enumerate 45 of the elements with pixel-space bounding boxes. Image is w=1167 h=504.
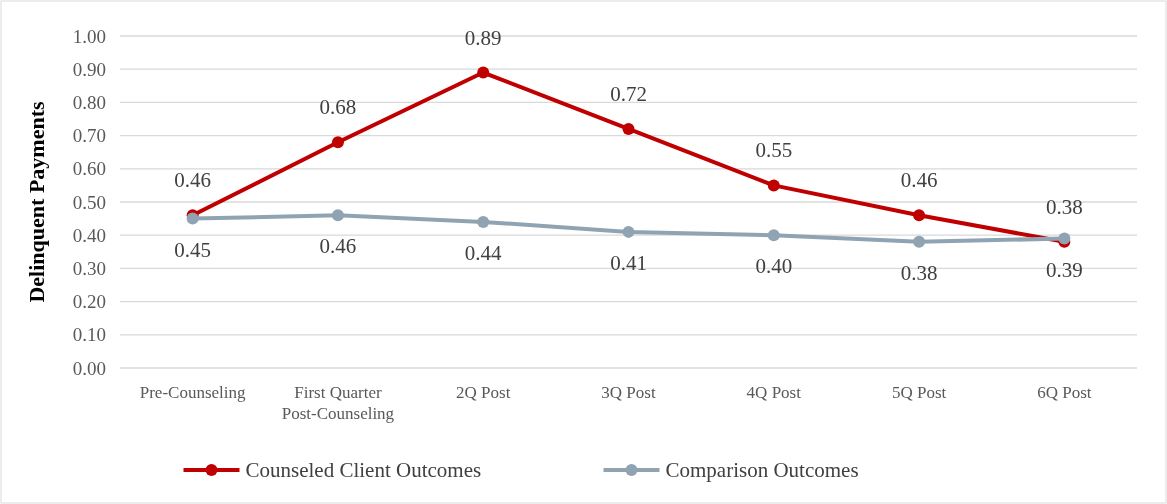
- text: 0.30: [72, 258, 106, 280]
- data-label: 0.46: [174, 168, 212, 193]
- point: [913, 209, 926, 222]
- data-label: 0.46: [319, 234, 357, 259]
- point: [913, 235, 926, 248]
- data-label: 0.38: [900, 260, 938, 285]
- data-label: 0.46: [900, 168, 938, 193]
- text: 0.70: [72, 125, 106, 147]
- data-label: 0.55: [755, 138, 793, 163]
- data-label: 0.40: [755, 254, 793, 279]
- text: 0.60: [72, 158, 106, 180]
- point: [767, 179, 780, 192]
- text: 0.80: [72, 92, 106, 114]
- point: [622, 225, 635, 238]
- text: 0.50: [72, 191, 106, 213]
- text: 1.00: [72, 25, 106, 47]
- x-tick-label: Pre-Counseling: [139, 383, 247, 402]
- point: [477, 66, 490, 79]
- point: [331, 136, 344, 149]
- point: [331, 209, 344, 222]
- data-label: 0.39: [1045, 257, 1083, 282]
- y-axis-title: Delinquent Payments: [24, 101, 49, 303]
- x-tick-label: 5Q Post: [891, 383, 947, 402]
- x-tick-label: First Quarter Post-Counseling: [281, 383, 395, 423]
- data-label: 0.68: [319, 95, 357, 120]
- x-tick-label: 2Q Post: [456, 383, 511, 402]
- point: [622, 122, 635, 135]
- point: [767, 229, 780, 242]
- data-label: 0.38: [1045, 194, 1083, 219]
- point: [477, 215, 490, 228]
- x-tick-label: 6Q Post: [1037, 383, 1092, 402]
- data-label: 0.45: [174, 237, 212, 262]
- text: 0.10: [72, 324, 106, 346]
- text: 0.40: [72, 224, 106, 246]
- x-tick-label: 3Q Post: [601, 383, 656, 402]
- text: 0.90: [72, 58, 106, 80]
- text: 0.20: [72, 291, 106, 313]
- x-tick-label: 4Q Post: [746, 383, 802, 402]
- legend-label: Comparison Outcomes: [665, 458, 859, 483]
- data-label: 0.89: [464, 25, 502, 50]
- text: 0.00: [72, 357, 106, 379]
- data-label: 0.44: [464, 240, 503, 265]
- data-label: 0.72: [610, 81, 647, 106]
- data-label: 0.41: [610, 250, 647, 275]
- legend-label: Counseled Client Outcomes: [245, 458, 482, 483]
